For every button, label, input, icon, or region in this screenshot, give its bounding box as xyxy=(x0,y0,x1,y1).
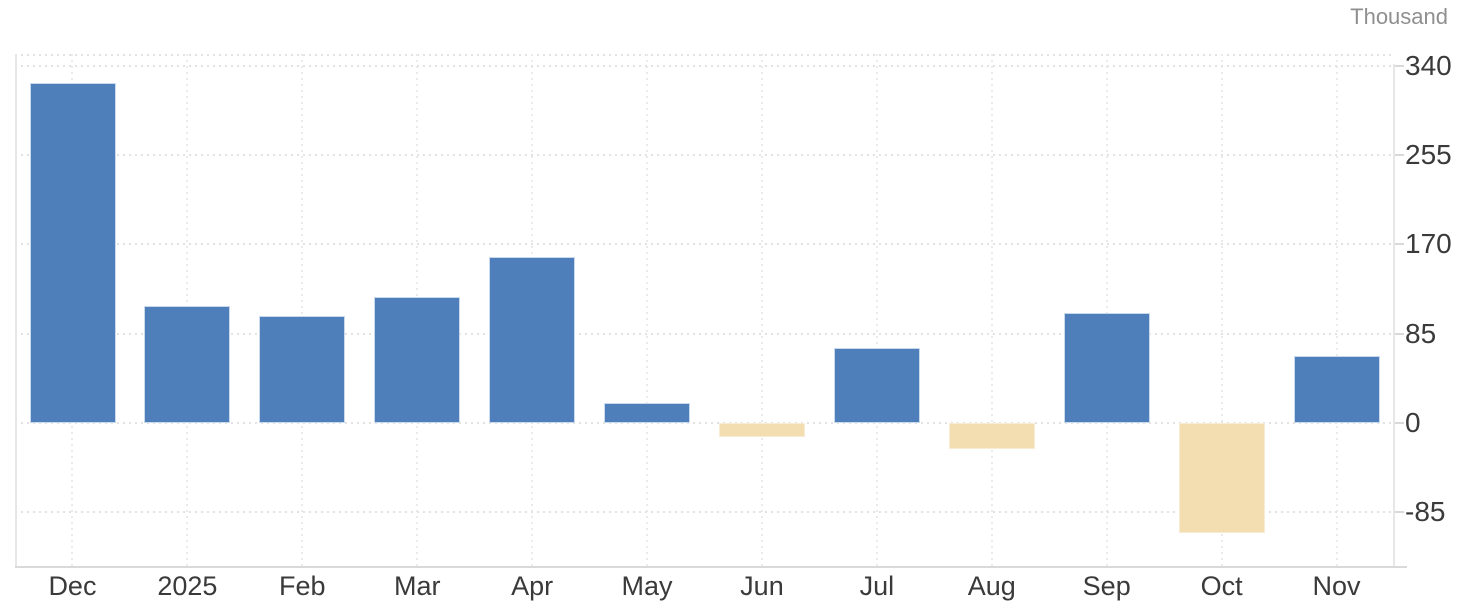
x-axis-tick-label: Dec xyxy=(48,571,97,601)
y-axis-tick xyxy=(1393,243,1404,246)
vertical-gridline xyxy=(990,54,993,566)
positive-bar[interactable] xyxy=(144,306,231,423)
x-axis-tick-label: Apr xyxy=(511,571,554,601)
positive-bar[interactable] xyxy=(29,83,116,423)
vertical-gridline xyxy=(301,54,304,566)
y-axis-tick xyxy=(1393,64,1404,67)
positive-bar[interactable] xyxy=(604,403,690,423)
y-axis-tick-label: 340 xyxy=(1405,49,1452,81)
x-axis-tick-label: 2025 xyxy=(157,571,218,601)
y-axis-tick xyxy=(1393,421,1404,424)
negative-bar[interactable] xyxy=(719,422,805,437)
x-axis-tick-label: Mar xyxy=(393,571,441,601)
y-axis-tick-label: -85 xyxy=(1405,496,1446,528)
y-axis-tick-label: 170 xyxy=(1405,228,1452,260)
positive-bar[interactable] xyxy=(374,296,461,423)
plot-right-border xyxy=(1393,64,1395,568)
x-axis-tick-label: Feb xyxy=(279,571,326,601)
x-axis-tick-label: Jul xyxy=(859,571,895,601)
vertical-gridline xyxy=(875,54,878,566)
negative-bar[interactable] xyxy=(948,422,1035,450)
plot-top-gridline xyxy=(15,54,1394,56)
y-axis-tick-label: 85 xyxy=(1405,317,1437,349)
x-axis-tick-label: Jun xyxy=(740,571,784,601)
x-axis-tick-label: Sep xyxy=(1082,571,1131,601)
vertical-gridline xyxy=(646,54,649,566)
x-axis-line xyxy=(15,566,1407,568)
y-axis-tick xyxy=(1393,511,1404,514)
x-axis-tick-label: Nov xyxy=(1312,571,1361,601)
vertical-gridline xyxy=(1335,54,1338,566)
vertical-gridline xyxy=(1105,54,1108,566)
positive-bar[interactable] xyxy=(1293,355,1380,423)
positive-bar[interactable] xyxy=(1063,312,1150,423)
y-axis-tick-label: 0 xyxy=(1405,406,1421,438)
y-axis-unit-label: Thousand xyxy=(1350,4,1448,29)
x-axis-tick-label: Aug xyxy=(967,571,1016,601)
positive-bar[interactable] xyxy=(489,256,576,423)
horizontal-gridline xyxy=(15,243,1394,246)
x-axis-tick-label: May xyxy=(621,571,673,601)
negative-bar[interactable] xyxy=(1178,422,1265,534)
y-axis-tick-label: 255 xyxy=(1405,138,1452,170)
horizontal-gridline xyxy=(15,421,1394,424)
horizontal-gridline xyxy=(15,332,1394,335)
horizontal-gridline xyxy=(15,64,1394,67)
x-axis-tick-label: Oct xyxy=(1200,571,1243,601)
positive-bar[interactable] xyxy=(259,315,346,423)
horizontal-gridline xyxy=(15,511,1394,514)
y-axis-tick xyxy=(1393,153,1404,156)
vertical-gridline xyxy=(1220,54,1223,566)
plot-left-border xyxy=(15,54,17,568)
vertical-gridline xyxy=(760,54,763,566)
positive-bar[interactable] xyxy=(833,348,920,423)
y-axis-tick xyxy=(1393,332,1404,335)
horizontal-gridline xyxy=(15,153,1394,156)
